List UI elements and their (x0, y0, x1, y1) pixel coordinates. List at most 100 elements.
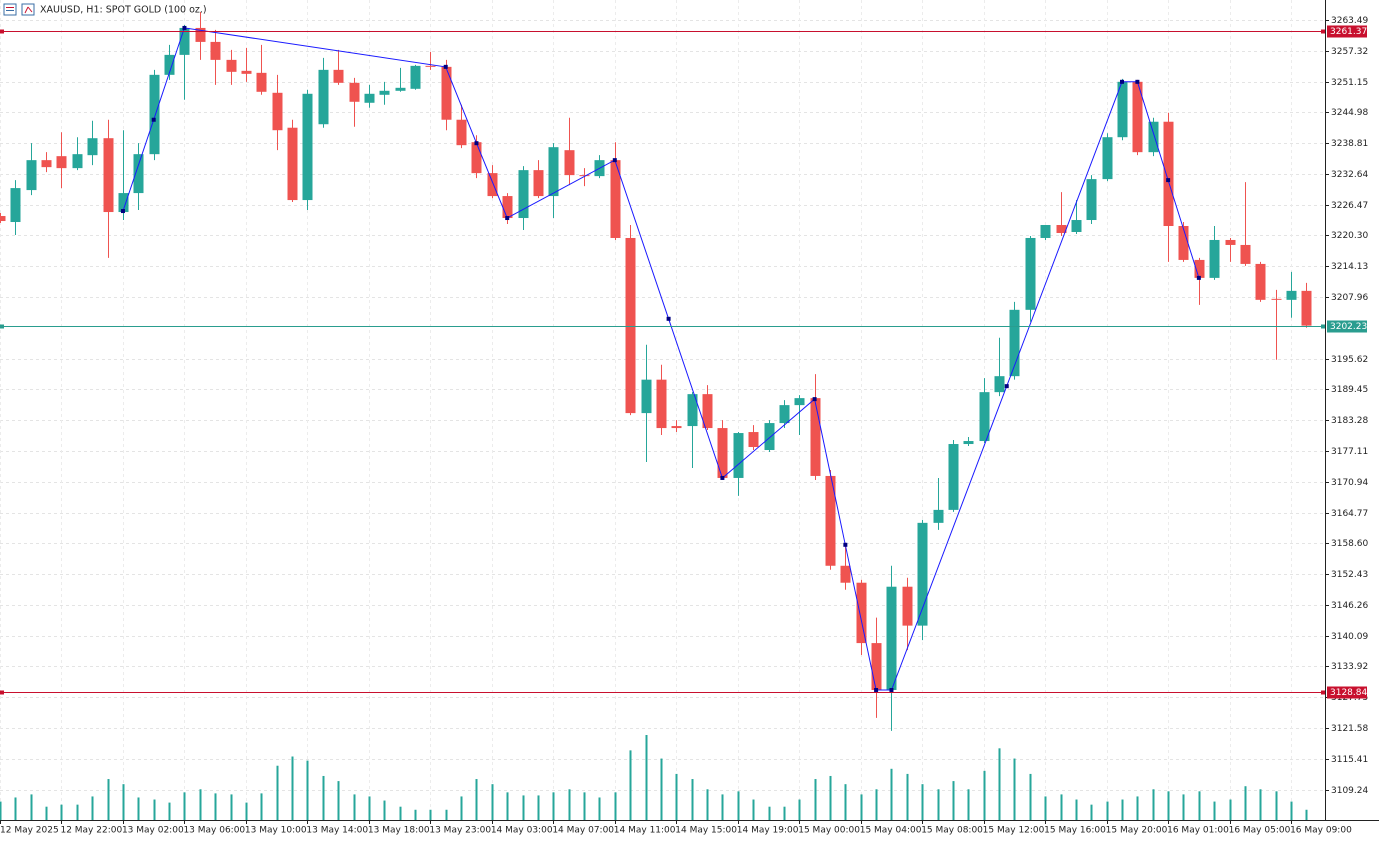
price-line-handle (1321, 690, 1325, 695)
x-tick-label: 13 May 14:00 (306, 826, 368, 836)
candle-body (717, 428, 728, 478)
candle-body (702, 394, 713, 429)
zigzag-point (505, 216, 510, 221)
y-tick-label: 3133.92 (1331, 662, 1368, 672)
x-tick-label: 14 May 11:00 (614, 826, 676, 836)
candle-body (1178, 226, 1189, 260)
y-tick-label: 3263.49 (1331, 16, 1368, 26)
candle-body (1301, 290, 1312, 326)
volume-layer (0, 735, 1308, 820)
icon-menu[interactable] (3, 3, 17, 16)
candle-body (195, 27, 206, 42)
candle-body (179, 27, 190, 55)
y-tick-label: 3195.62 (1331, 355, 1368, 365)
candle-body (794, 398, 805, 406)
y-tick-label: 3238.81 (1331, 139, 1368, 149)
candle-body (56, 156, 67, 169)
candle-body (26, 160, 37, 191)
candle-body (948, 444, 959, 510)
candle-body (1255, 263, 1266, 300)
candle-body (349, 82, 360, 102)
x-tick-label: 15 May 08:00 (921, 826, 983, 836)
y-tick-label: 3109.24 (1331, 786, 1368, 796)
candle-body (1056, 225, 1067, 233)
candle-body (1286, 290, 1297, 300)
candle-body (825, 475, 836, 566)
zigzag-point (1135, 79, 1140, 84)
candle-body (1132, 81, 1143, 153)
candle-body (72, 154, 83, 169)
candle-body (103, 138, 114, 213)
candle-body (1071, 220, 1082, 232)
zigzag-point (874, 687, 879, 692)
y-tick-label: 3121.58 (1331, 724, 1368, 734)
candle-body (840, 565, 851, 583)
zigzag-point (120, 209, 125, 214)
candle-body (1148, 121, 1159, 153)
overlay-layer (0, 25, 1325, 695)
x-tick-label: 16 May 01:00 (1167, 826, 1229, 836)
price-line-handle (0, 29, 4, 34)
candle-body (933, 509, 944, 523)
price-line-handle (1321, 324, 1325, 329)
candle-body (1209, 239, 1220, 278)
candle-body (10, 188, 21, 223)
zigzag-point (443, 64, 448, 69)
candle-body (579, 175, 590, 177)
candle-body (748, 432, 759, 448)
candle-body (164, 54, 175, 75)
candle-body (395, 87, 406, 91)
x-tick-label: 15 May 12:00 (983, 826, 1045, 836)
zigzag-point (1120, 79, 1125, 84)
price-label-box (1327, 686, 1367, 699)
price-label: 3128.84 (1330, 688, 1367, 698)
zigzag-point (1166, 178, 1171, 183)
candle-body (902, 586, 913, 626)
candle-body (856, 582, 867, 644)
candle-body (379, 90, 390, 95)
zigzag-point (889, 687, 894, 692)
candle-body (118, 193, 129, 213)
x-tick-label: 15 May 04:00 (860, 826, 922, 836)
y-tick-label: 3226.47 (1331, 201, 1368, 211)
icon-chart[interactable] (21, 3, 35, 16)
candle-body (1163, 121, 1174, 227)
candle-body (779, 405, 790, 424)
candle-body (149, 74, 160, 155)
candle-body (733, 433, 744, 478)
candle-body (671, 426, 682, 429)
x-tick-label: 14 May 03:00 (491, 826, 553, 836)
x-tick-label: 13 May 18:00 (368, 826, 430, 836)
candle-body (456, 119, 467, 146)
candle-body (333, 69, 344, 83)
y-tick-label: 3177.11 (1331, 447, 1368, 457)
y-tick-label: 3232.64 (1331, 170, 1368, 180)
x-tick-label: 12 May 2025 (0, 826, 59, 836)
x-tick-label: 16 May 05:00 (1229, 826, 1291, 836)
candle-body (641, 379, 652, 414)
candle-body (1009, 309, 1020, 377)
price-label: 3261.37 (1330, 27, 1367, 37)
candle-body (318, 69, 329, 125)
candle-body (487, 173, 498, 197)
zigzag-point (151, 117, 156, 122)
x-tick-label: 13 May 10:00 (245, 826, 307, 836)
price-label-box (1327, 320, 1367, 333)
y-tick-label: 3207.96 (1331, 293, 1368, 303)
candle-body (241, 70, 252, 74)
candle-body (886, 586, 897, 690)
zigzag-point (612, 158, 617, 163)
y-tick-label: 3251.15 (1331, 78, 1368, 88)
candle-body (41, 160, 52, 168)
x-tick-label: 14 May 07:00 (552, 826, 614, 836)
price-label-box (1327, 25, 1367, 38)
y-tick-label: 3152.43 (1331, 570, 1368, 580)
candle-body (302, 93, 313, 201)
price-line-handle (0, 324, 4, 329)
candle-body (1117, 81, 1128, 138)
zigzag-point (1196, 275, 1201, 280)
y-tick-label: 3115.41 (1331, 755, 1368, 765)
candle-body (625, 237, 636, 414)
